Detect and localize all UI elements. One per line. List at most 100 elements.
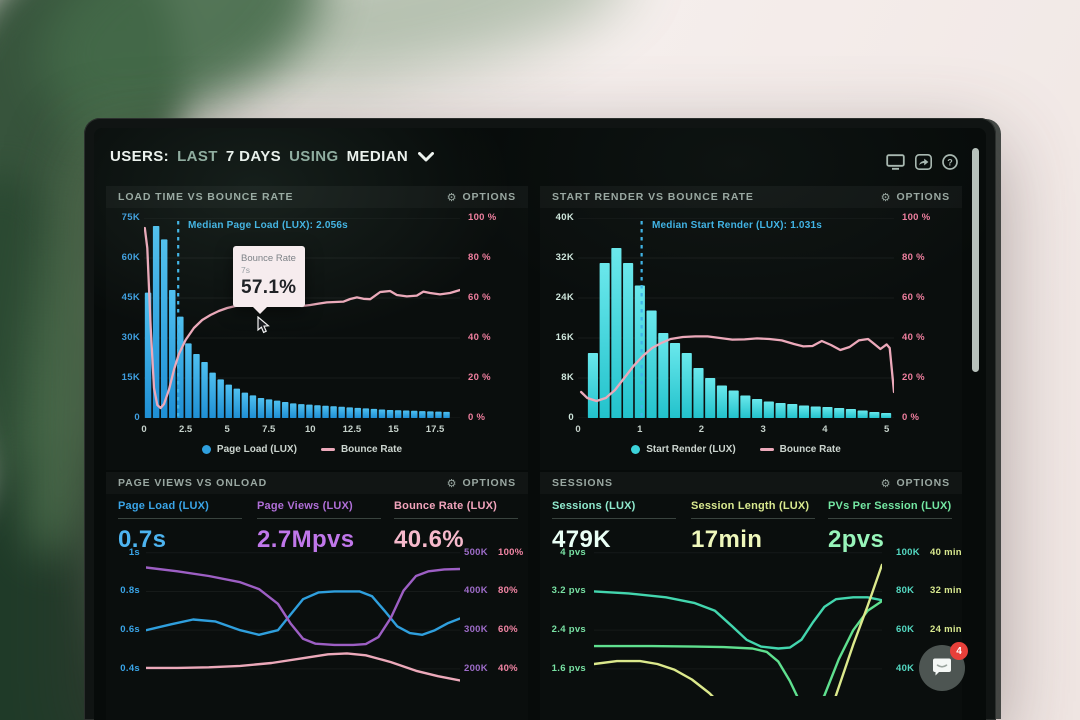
axis-tick-label: 0 <box>141 424 147 435</box>
metric-sessions-lux-: Sessions (LUX) 479K <box>552 500 684 554</box>
histogram-start-render <box>578 218 894 418</box>
axis-tick-label: 200K <box>464 662 488 674</box>
legend-item[interactable]: Page Load (LUX) <box>201 444 297 455</box>
title-part: USERS: <box>110 148 170 165</box>
series-page-load <box>146 590 460 637</box>
axis-tick-label: 45K <box>121 292 140 303</box>
toolbar: ? <box>886 154 958 170</box>
gear-icon: ⚙ <box>880 190 892 204</box>
axis-tick-label: 0.4s <box>120 662 140 674</box>
axis-tick-label: 400K <box>464 585 488 597</box>
panel-header: LOAD TIME VS BOUNCE RATE ⚙ OPTIONS <box>106 186 528 208</box>
axis-tick-label: 80 % <box>902 252 925 263</box>
metric-bounce-rate-lux-: Bounce Rate (LUX) 40.6% <box>394 500 526 554</box>
axis-tick-label: 500K <box>464 546 488 558</box>
axis-tick-label: 15 <box>388 424 399 435</box>
metric-divider <box>552 518 676 519</box>
axis-tick-label: 0 <box>568 412 574 423</box>
metric-divider <box>394 518 518 519</box>
axis-tick-label: 1s <box>128 546 140 558</box>
axis-tick-label: 40% <box>498 662 518 674</box>
metric-value: 2.7Mpvs <box>257 526 355 553</box>
y-axis-left: 40K 32K 24K 16K 8K 0 <box>540 212 574 424</box>
axis-tick-label: 80 % <box>468 252 491 263</box>
legend-item[interactable]: Bounce Rate <box>759 444 841 455</box>
axis-tick-label: 4 pvs <box>560 546 586 558</box>
y-axis-right-sessions: 100K 80K 60K 40K <box>896 546 928 706</box>
dashboard-screen: USERS: LAST 7 DAYS USING MEDIAN ? LOAD TIME … <box>94 128 986 720</box>
panel-title: LOAD TIME VS BOUNCE RATE <box>118 191 294 203</box>
legend-line-marker <box>320 448 335 451</box>
options-label: OPTIONS <box>462 477 516 489</box>
axis-tick-label: 40K <box>896 662 915 674</box>
gear-icon: ⚙ <box>446 476 458 490</box>
axis-tick-label: 32K <box>555 252 574 263</box>
tooltip-value: 57.1% <box>241 277 297 298</box>
panel-sessions: SESSIONS ⚙ OPTIONS Sessions (LUX) 479K Ses… <box>540 472 962 720</box>
tooltip-series: Bounce Rate <box>241 253 296 264</box>
axis-tick-label: 40 min <box>930 546 962 558</box>
chat-button[interactable]: 4 <box>919 642 968 691</box>
users-filter-dropdown[interactable]: USERS: LAST 7 DAYS USING MEDIAN <box>110 148 435 165</box>
axis-tick-label: 40 % <box>468 332 491 343</box>
panel-title: PAGE VIEWS VS ONLOAD <box>118 477 268 489</box>
axis-tick-label: 100 % <box>902 212 931 223</box>
axis-tick-label: 0 <box>575 424 581 435</box>
median-annotation: Median Start Render (LUX): 1.031s <box>652 220 822 231</box>
axis-tick-label: 60 % <box>902 292 925 303</box>
gear-icon: ⚙ <box>446 190 458 204</box>
metric-pvs-per-session-lux-: PVs Per Session (LUX) 2pvs <box>828 500 960 554</box>
axis-tick-label: 40K <box>555 212 574 223</box>
axis-tick-label: 100% <box>498 546 524 558</box>
axis-tick-label: 16K <box>555 332 574 343</box>
dashboard-title: USERS: LAST 7 DAYS USING MEDIAN <box>110 148 408 165</box>
metric-label: Bounce Rate (LUX) <box>394 500 498 512</box>
share-icon[interactable] <box>915 154 932 170</box>
axis-tick-label: 20 % <box>902 372 925 383</box>
legend-line-marker <box>759 448 774 451</box>
help-icon[interactable]: ? <box>942 154 958 170</box>
options-button-start-render[interactable]: ⚙ OPTIONS <box>881 191 950 203</box>
axis-tick-label: 4 <box>822 424 828 435</box>
axis-tick-label: 24K <box>555 292 574 303</box>
scrollbar-thumb[interactable] <box>972 148 979 372</box>
display-icon[interactable] <box>886 154 905 170</box>
legend-dot-marker <box>631 445 641 454</box>
metric-divider <box>828 518 952 519</box>
y-axis-right: 100 % 80 % 60 % 40 % 20 % 0 % <box>468 212 518 424</box>
mouse-cursor <box>257 316 270 334</box>
options-button-sessions[interactable]: ⚙ OPTIONS <box>881 477 950 489</box>
metric-page-load-lux-: Page Load (LUX) 0.7s <box>118 500 250 554</box>
axis-tick-label: 12.5 <box>342 424 362 435</box>
legend-label: Start Render (LUX) <box>646 444 736 455</box>
title-part: MEDIAN <box>346 148 409 165</box>
axis-tick-label: 1 <box>637 424 643 435</box>
axis-tick-label: 7.5 <box>262 424 276 435</box>
options-label: OPTIONS <box>896 477 950 489</box>
axis-tick-label: 60K <box>896 624 915 636</box>
axis-tick-label: 24 min <box>930 624 962 636</box>
legend-item[interactable]: Bounce Rate <box>320 444 402 455</box>
bounce-rate-tooltip: Bounce Rate 7s 57.1% <box>233 246 305 314</box>
axis-tick-label: 1.6 pvs <box>551 662 586 674</box>
chart-legend: Page Load (LUX) Bounce Rate <box>144 444 460 455</box>
gear-icon: ⚙ <box>880 476 892 490</box>
panel-title: SESSIONS <box>552 477 613 489</box>
options-button-page-views[interactable]: ⚙ OPTIONS <box>447 477 516 489</box>
axis-tick-label: 75K <box>121 212 140 223</box>
axis-tick-label: 15K <box>121 372 140 383</box>
axis-tick-label: 3.2 pvs <box>551 585 586 597</box>
options-button-load-time[interactable]: ⚙ OPTIONS <box>447 191 516 203</box>
y-axis-right-length: 40 min 32 min 24 min <box>930 546 964 706</box>
metric-label: Page Views (LUX) <box>257 500 353 512</box>
axis-tick-label: 80% <box>498 585 518 597</box>
chevron-down-icon <box>418 151 435 161</box>
metric-divider <box>118 518 242 519</box>
legend-item[interactable]: Start Render (LUX) <box>631 444 736 455</box>
options-label: OPTIONS <box>462 191 516 203</box>
axis-tick-label: 2 <box>698 424 705 435</box>
axis-tick-label: 0 % <box>468 412 486 423</box>
metric-value: 0.7s <box>118 526 167 553</box>
axis-tick-label: 100K <box>896 546 920 558</box>
series-pvs-per-session <box>594 599 882 696</box>
